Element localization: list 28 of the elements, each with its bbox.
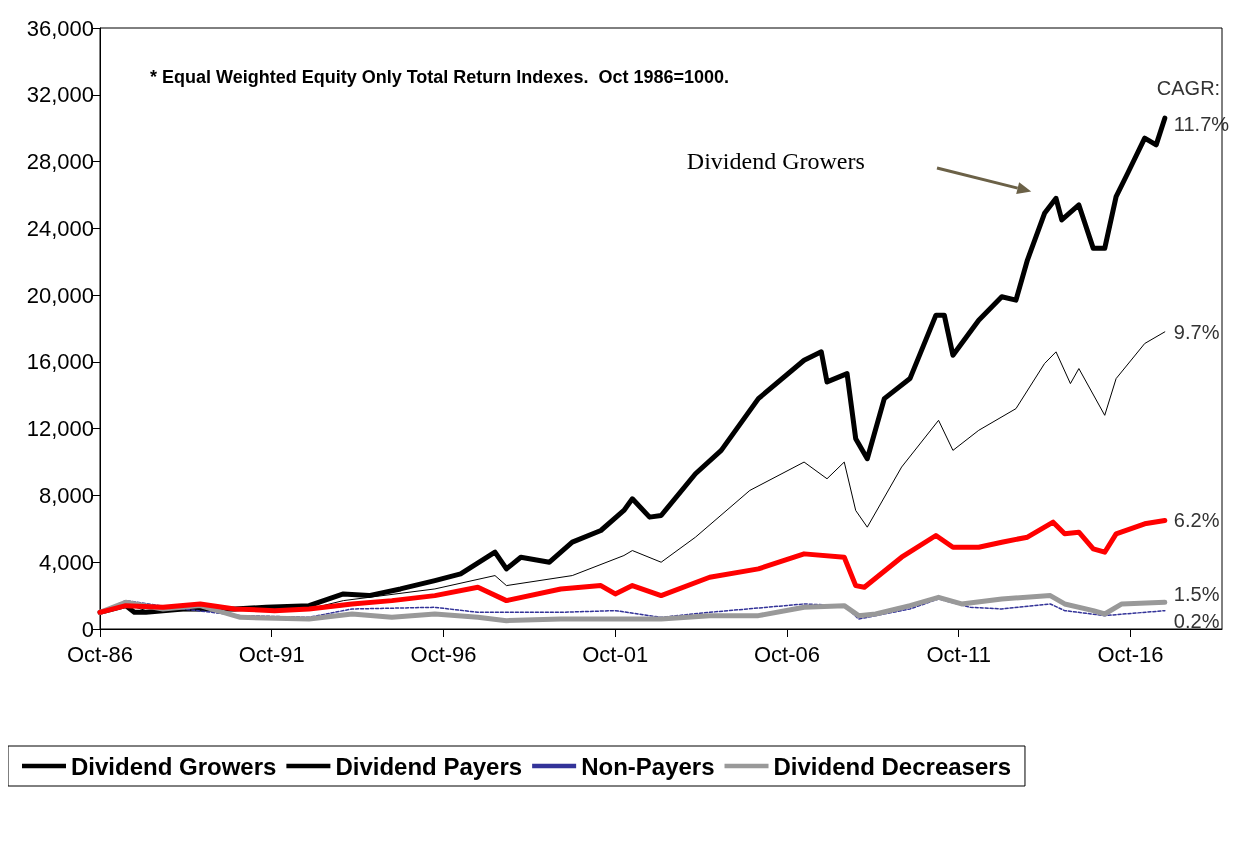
y-tick-label: 12,000 — [26, 416, 94, 442]
y-tick-label: 8,000 — [38, 482, 94, 508]
x-tick-label: Oct-91 — [238, 641, 305, 667]
x-tick-label: Oct-11 — [926, 641, 991, 667]
annotation: 1.5% — [1173, 583, 1220, 606]
x-tick-label: Oct-01 — [582, 641, 649, 667]
x-tick-label: Oct-96 — [410, 641, 477, 667]
annotation: 6.2% — [1173, 509, 1220, 532]
legend-label: Non-Payers — [581, 752, 715, 780]
annotation: CAGR: — [1156, 77, 1221, 100]
y-tick-label: 16,000 — [26, 349, 94, 375]
legend-label: Dividend Payers — [335, 752, 523, 780]
y-tick-label: 28,000 — [26, 149, 94, 175]
y-tick-label: 24,000 — [26, 215, 94, 241]
annotation: 9.7% — [1173, 320, 1220, 343]
x-tick-label: Oct-86 — [66, 641, 134, 667]
y-tick-label: 36,000 — [26, 15, 94, 41]
y-tick-label: 32,000 — [26, 82, 94, 108]
text: * Equal Weighted Equity Only Total Return Indexes. Oct 1986=1000. — [150, 67, 729, 87]
legend-label: Dividend Decreasers — [773, 752, 1011, 780]
y-tick-label: 4,000 — [38, 549, 94, 575]
legend-label: Dividend Growers — [71, 752, 277, 780]
annotation: Dividend Growers — [686, 148, 865, 175]
y-tick-label: 0 — [81, 616, 94, 642]
x-tick-label: Oct-06 — [753, 641, 820, 667]
y-tick-label: 20,000 — [26, 282, 94, 308]
annotation: 0.2% — [1173, 609, 1220, 632]
x-tick-label: Oct-16 — [1097, 641, 1164, 667]
